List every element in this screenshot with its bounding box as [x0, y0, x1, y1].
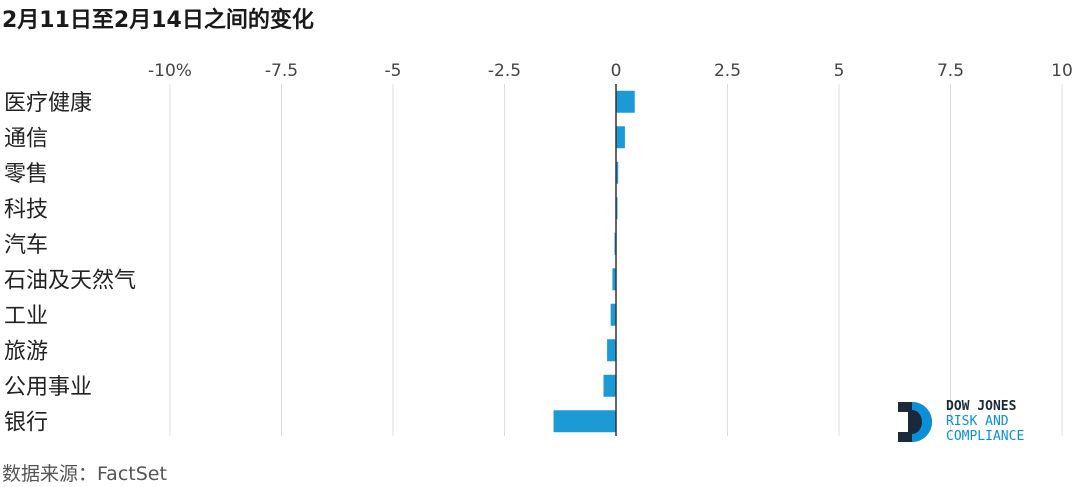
x-axis-ticks: -10% -7.5 -5 -2.5 0 2.5 5 7.5 10	[148, 61, 1073, 81]
chart-title: 2月11日至2月14日之间的变化	[2, 8, 314, 33]
bar-chart: -10% -7.5 -5 -2.5 0 2.5 5 7.5 10 医疗健康通信零售科技汽车石油及…	[4, 61, 1073, 436]
x-tick-label: 2.5	[714, 61, 741, 81]
bar	[616, 90, 635, 113]
bars	[553, 90, 635, 433]
x-tick-label: 10	[1051, 61, 1073, 81]
source-note: 数据来源：FactSet	[2, 463, 167, 485]
logo-line-2: RISK AND	[946, 414, 1009, 429]
x-tick-label: -2.5	[488, 61, 521, 81]
category-label: 石油及天然气	[4, 268, 136, 293]
bar	[612, 268, 616, 291]
x-tick-label: -10%	[148, 61, 192, 81]
dow-jones-logo: DOW JONES RISK AND COMPLIANCE	[896, 398, 1066, 446]
category-label: 公用事业	[4, 375, 92, 400]
bar	[607, 339, 616, 362]
category-label: 汽车	[4, 233, 48, 258]
category-label: 医疗健康	[4, 91, 92, 116]
x-tick-label: -7.5	[265, 61, 298, 81]
x-tick-label: 0	[611, 61, 622, 81]
logo-line-1: DOW JONES	[946, 399, 1017, 414]
bar	[603, 374, 616, 397]
category-label: 通信	[4, 126, 48, 151]
category-label: 工业	[4, 304, 48, 329]
x-tick-label: 5	[834, 61, 845, 81]
category-label: 旅游	[4, 339, 48, 364]
logo-line-3: COMPLIANCE	[946, 429, 1025, 444]
category-label: 科技	[4, 197, 48, 222]
bar	[610, 303, 616, 326]
x-tick-label: 7.5	[937, 61, 964, 81]
bar	[553, 410, 616, 433]
category-label: 银行	[4, 410, 48, 435]
x-tick-label: -5	[385, 61, 402, 81]
grid-lines	[169, 84, 1063, 436]
dow-jones-d-icon	[898, 402, 932, 442]
category-label: 零售	[4, 162, 48, 187]
bar	[616, 126, 625, 149]
bar	[616, 161, 619, 184]
